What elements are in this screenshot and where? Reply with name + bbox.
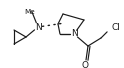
Text: O: O (81, 61, 89, 68)
Text: Me: Me (25, 9, 35, 15)
Text: N: N (35, 23, 41, 31)
Text: Cl: Cl (112, 24, 121, 33)
Text: N: N (71, 30, 77, 38)
